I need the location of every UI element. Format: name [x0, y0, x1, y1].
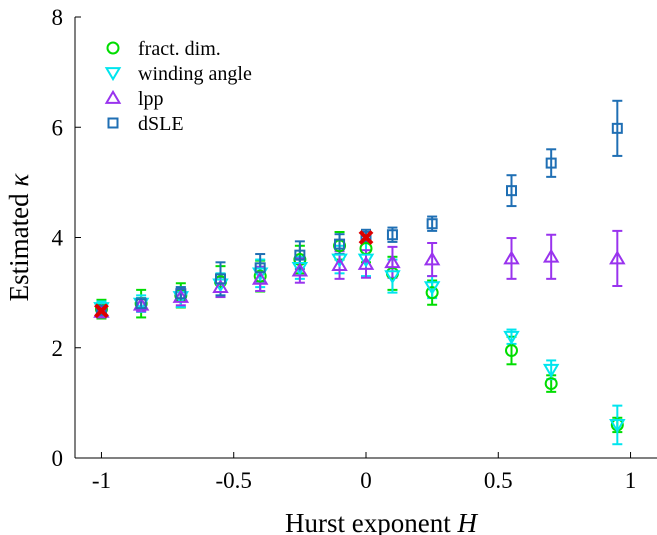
point-lpp-4 [251, 270, 269, 285]
reference-markers [94, 230, 374, 319]
point-winding-angle-7 [357, 253, 375, 268]
errorbar-lpp-10 [506, 237, 517, 280]
point-fract-dim--11 [544, 377, 558, 391]
point-dsle-0 [95, 304, 107, 316]
point-lpp-1 [132, 296, 150, 311]
errorbar-dsle-10 [506, 174, 517, 208]
point-lpp-10 [503, 250, 520, 265]
y-tick-label-1: 2 [52, 336, 64, 361]
legend-marker-winding-angle [104, 67, 122, 82]
point-lpp-6 [331, 256, 348, 271]
point-lpp-7 [357, 255, 375, 270]
point-dsle-3 [215, 273, 226, 285]
legend: fract. dim. winding angle lpp dSLE [104, 38, 252, 135]
point-winding-angle-6 [331, 253, 348, 268]
point-lpp-2 [172, 288, 190, 303]
legend-marker-fract-dim- [106, 41, 120, 55]
x-axis-symbol: H [456, 508, 478, 535]
point-dsle-7 [360, 230, 372, 242]
point-winding-angle-4 [251, 267, 269, 282]
y-axis-label: Estimated κ [4, 173, 34, 302]
x-tick-label-4: 1 [625, 468, 637, 493]
x-tick-label-3: 0.5 [484, 468, 513, 493]
legend-label-fract-dim-: fract. dim. [138, 38, 221, 60]
point-winding-angle-12 [609, 419, 626, 434]
data-markers [93, 122, 626, 434]
errorbar-lpp-9 [427, 242, 438, 278]
point-lpp-3 [212, 278, 229, 293]
legend-marker-dsle [107, 117, 119, 129]
reference-point-1-stroke-b [358, 230, 374, 245]
reference-point-1 [358, 230, 374, 245]
point-dsle-1 [135, 298, 147, 310]
point-dsle-12 [611, 122, 623, 134]
point-fract-dim--10 [505, 344, 518, 358]
error-bars [96, 99, 623, 446]
point-fract-dim--9 [425, 286, 439, 300]
point-dsle-8 [386, 229, 398, 241]
point-dsle-9 [426, 218, 438, 230]
legend-label-dsle: dSLE [138, 113, 184, 135]
point-lpp-12 [609, 250, 626, 265]
reference-point-0-stroke-b [94, 303, 109, 319]
errorbar-dsle-11 [546, 148, 557, 178]
point-dsle-2 [175, 288, 187, 300]
legend-marker-lpp [104, 89, 122, 104]
x-tick-label-1: -0.5 [216, 468, 252, 493]
point-winding-angle-11 [542, 363, 560, 378]
point-lpp-11 [542, 248, 560, 263]
ticks: -1 -0.5 0 0.5 1 0 2 4 6 8 [52, 5, 637, 493]
legend-label-winding-angle: winding angle [138, 63, 252, 85]
errorbar-winding-angle-12 [612, 404, 623, 446]
point-fract-dim--4 [253, 269, 267, 283]
point-dsle-5 [294, 249, 306, 261]
axis-labels: Hurst exponent H Estimated κ [4, 173, 478, 535]
y-axis-symbol: κ [4, 173, 34, 187]
y-tick-label-4: 8 [52, 5, 64, 30]
y-tick-label-3: 6 [52, 115, 64, 140]
point-lpp-5 [291, 262, 309, 277]
x-axis-label: Hurst exponent H [285, 508, 478, 535]
x-tick-label-2: 0 [360, 468, 372, 493]
point-winding-angle-9 [423, 281, 441, 296]
point-lpp-8 [384, 254, 401, 269]
errorbar-dsle-12 [612, 99, 623, 157]
reference-point-0 [94, 303, 109, 319]
point-dsle-10 [506, 185, 517, 197]
point-lpp-9 [423, 251, 441, 266]
y-tick-label-0: 0 [52, 446, 64, 471]
errorbar-lpp-11 [546, 233, 557, 280]
errorbar-lpp-12 [612, 229, 623, 288]
point-dsle-6 [334, 238, 346, 250]
point-dsle-4 [254, 262, 266, 274]
legend-label-lpp: lpp [138, 88, 164, 110]
point-winding-angle-10 [503, 330, 520, 345]
y-tick-label-2: 4 [52, 226, 64, 251]
point-dsle-11 [545, 157, 557, 169]
x-tick-label-0: -1 [92, 468, 111, 493]
point-winding-angle-8 [384, 270, 401, 285]
